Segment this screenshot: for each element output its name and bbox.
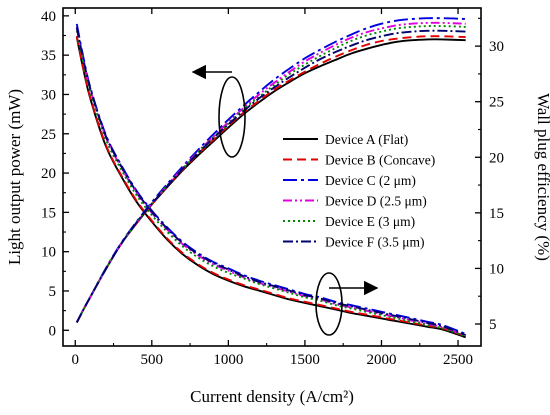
y-left-tick-label: 10 [41,245,56,261]
y-left-axis-title: Light output power (mW) [5,89,24,265]
efficiency-curves-ellipse [315,272,343,336]
legend-label-device-a: Device A (Flat) [325,132,408,147]
x-axis-ticks: 0 500 1000 1500 2000 2500 [71,8,473,368]
legend-label-device-c: Device C (2 μm) [325,173,416,188]
y-left-tick-label: 40 [41,9,56,25]
y-left-tick-label: 5 [49,284,57,300]
x-tick-label: 1500 [290,352,320,368]
y-right-axis-ticks: 5 10 15 20 25 30 [475,17,504,333]
y-right-axis-title: Wall plug efficiency (%) [534,93,550,261]
efficiency-axis-indicator [315,272,379,336]
y-right-tick-label: 30 [489,39,504,55]
y-right-tick-label: 25 [489,95,504,111]
legend-label-device-f: Device F (3.5 μm) [325,235,424,250]
device-d-efficiency-line [75,28,467,337]
x-tick-label: 1000 [213,352,243,368]
device-b-power-line [75,35,466,323]
x-axis-title: Current density (A/cm²) [190,387,354,406]
x-tick-label: 2000 [366,352,396,368]
y-left-tick-label: 35 [41,48,56,64]
device-c-power-line [75,17,466,323]
device-e-efficiency-line [75,30,467,338]
y-left-tick-label: 30 [41,87,56,103]
y-right-tick-label: 20 [489,150,504,166]
legend-label-device-d: Device D (2.5 μm) [325,194,427,209]
y-right-tick-label: 10 [489,261,504,277]
y-right-tick-label: 5 [489,317,497,333]
x-tick-label: 500 [141,352,164,368]
power-axis-indicator [191,64,246,158]
legend: Device A (Flat) Device B (Concave) Device … [283,132,435,250]
power-curves-ellipse [218,76,246,158]
plot-frame [62,7,482,347]
y-left-tick-label: 25 [41,127,56,143]
legend-label-device-b: Device B (Concave) [325,153,435,168]
device-f-power-line [75,29,466,323]
device-f-efficiency-line [75,27,467,336]
power-curves [75,17,466,323]
y-left-tick-label: 20 [41,166,56,182]
efficiency-curves [75,23,467,339]
device-b-efficiency-line [75,35,467,338]
y-left-axis-ticks: 0 5 10 15 20 25 30 35 40 [41,9,69,339]
device-d-power-line [75,21,466,323]
legend-label-device-e: Device E (3 μm) [325,214,415,229]
y-left-tick-label: 0 [49,323,57,339]
device-c-efficiency-line [75,23,467,335]
y-right-tick-label: 15 [489,206,504,222]
y-left-tick-label: 15 [41,205,56,221]
x-tick-label: 2500 [443,352,473,368]
x-tick-label: 0 [71,352,79,368]
